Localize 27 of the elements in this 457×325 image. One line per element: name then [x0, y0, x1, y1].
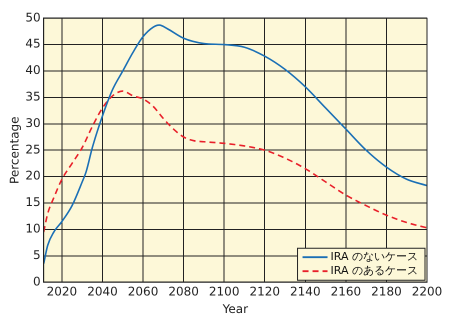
legend-label: IRA のあるケース [330, 264, 418, 278]
x-tick-label: 2160 [330, 284, 362, 299]
y-axis-title: Percentage [7, 116, 22, 184]
y-tick-label: 15 [25, 195, 41, 210]
x-tick-label: 2120 [249, 284, 280, 299]
y-tick-label: 30 [25, 116, 41, 130]
x-tick-label: 2060 [128, 284, 158, 299]
y-tick-label: 10 [25, 222, 41, 236]
x-tick-label: 2200 [412, 284, 442, 299]
y-tick-label: 50 [25, 10, 41, 24]
y-tick-label: 45 [25, 36, 41, 51]
y-tick-label: 5 [33, 248, 41, 262]
line-series [44, 24, 427, 265]
y-tick-label: 35 [25, 90, 41, 104]
x-tick-label: 2040 [87, 284, 118, 299]
y-tick-label: 40 [25, 63, 41, 78]
x-tick-label: 2180 [371, 284, 402, 299]
x-tick-label: 2140 [290, 284, 321, 299]
y-tick-label: 0 [33, 274, 41, 288]
y-tick-label: 25 [25, 142, 41, 156]
y-tick-label: 20 [25, 168, 41, 183]
line-series [44, 90, 427, 233]
x-tick-label: 2100 [208, 284, 240, 299]
x-axis-title: Year [222, 302, 248, 316]
x-tick-label: 2080 [168, 284, 199, 299]
legend-label: IRA のないケース [330, 250, 418, 264]
x-tick-label: 2020 [46, 284, 78, 299]
